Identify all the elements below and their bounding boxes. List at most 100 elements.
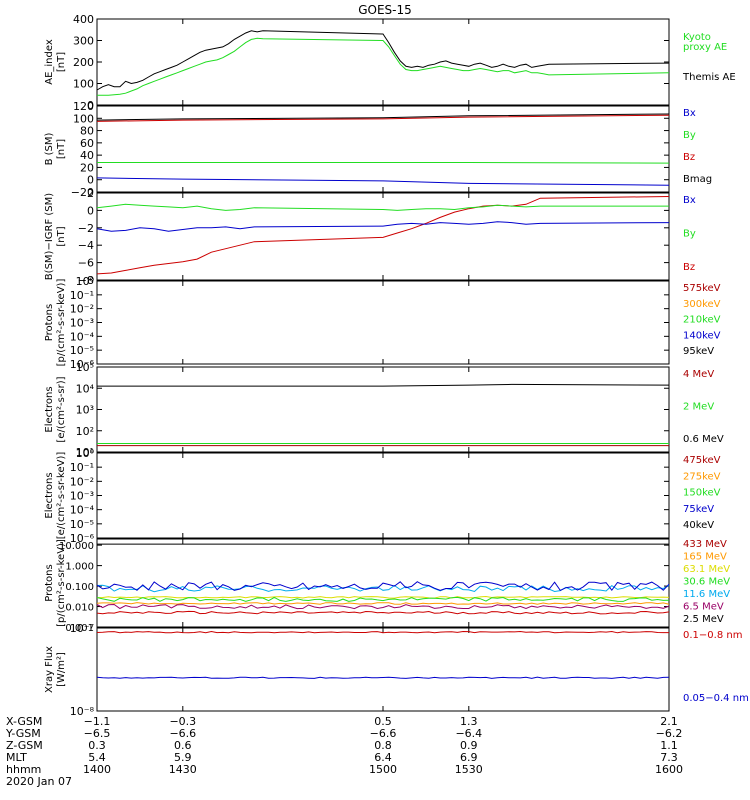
legend-label-protons_mev: 6.5 MeV [683,602,724,613]
ytick-label-electrons_mev: 10⁵ [76,361,94,374]
ylabel-electrons_kev: [e/(cm²-s-sr-keV)] [56,452,67,540]
ytick-label-xray: 10⁻⁸ [70,705,95,718]
xaxis-row-value: −0.3 [169,715,196,728]
ytick-label-bsm: 40 [80,149,94,162]
legend-label-electrons_kev: 75keV [683,504,714,515]
legend-label-electrons_kev: 40keV [683,520,714,531]
series-line-bsm [96,113,670,121]
xaxis-row-value: 0.6 [174,739,192,752]
xaxis-row-value: 7.3 [660,751,678,764]
legend-label-protons_low: 210keV [683,315,721,326]
ytick-label-xray: 10⁻⁷ [70,622,94,635]
legend-label-bigrf: By [683,229,696,240]
ylabel-bsm: B (SM) [44,132,55,165]
xaxis-row-value: −6.5 [84,727,111,740]
panel-frame-xray [96,627,670,712]
legend-label-protons_mev: 2.5 MeV [683,614,724,625]
legend-label-electrons_kev: 150keV [683,488,721,499]
panel-frame-electrons_kev [96,452,670,539]
legend-label-protons_low: 300keV [683,299,721,310]
legend-label-xray: 0.1−0.8 nm [683,630,742,641]
series-line-xray [96,630,669,634]
xaxis-row-value: 1.3 [460,715,478,728]
ytick-label-ae: 200 [73,56,94,69]
series-line-ae [97,37,670,96]
ytick-label-protons_mev: 0.100 [65,582,94,593]
xaxis-row-value: 6.9 [460,751,478,764]
plot-date: 2020 Jan 07 [6,775,72,788]
ytick-label-protons_low: 10⁻⁵ [70,344,94,357]
xaxis-row-value: 0.3 [88,739,106,752]
xaxis-row-value: −1.1 [84,715,111,728]
ytick-label-bsm: 60 [80,137,94,150]
legend-label-electrons_mev: 0.6 MeV [683,434,724,445]
ytick-label-protons_low: 10⁰ [76,275,95,288]
ytick-label-bsm: 0 [87,174,94,187]
series-line-bsm [97,162,670,164]
ylabel-bigrf: [nT] [56,226,67,246]
ytick-label-ae: 0 [87,99,94,112]
xaxis-row-value: 0.5 [374,715,392,728]
ytick-label-protons_mev: 1.000 [65,562,94,573]
xaxis-row-value: 1.1 [660,739,678,752]
ytick-label-bigrf: −4 [78,239,94,252]
ylabel-xray: [W/m²] [56,652,67,687]
xaxis-row-value: 1500 [369,763,397,776]
ylabel-bsm: [nT] [56,139,67,159]
ytick-label-electrons_mev: 10⁴ [76,382,95,395]
xaxis-row-value: 1430 [169,763,197,776]
series-line-protons_mev [96,596,670,602]
legend-label-electrons_kev: 475keV [683,455,721,466]
ytick-label-electrons_kev: 10⁻³ [70,490,94,503]
ytick-label-bsm: 20 [80,161,94,174]
ytick-label-bigrf: −8 [78,274,94,287]
ytick-label-electrons_kev: 10⁻⁵ [70,518,94,531]
xaxis-row-value: −6.2 [656,727,683,740]
xaxis-row-value: 1600 [655,763,683,776]
ytick-label-protons_low: 10⁻² [70,303,94,316]
legend-label-bsm: By [683,130,696,141]
series-line-electrons_mev [97,383,670,387]
xaxis-row-value: −6.4 [455,727,482,740]
legend-label-protons_mev: 63.1 MeV [683,564,730,575]
ytick-label-protons_mev: 10.000 [59,541,94,552]
ylabel-protons_low: [p/(cm²-s-sr-keV)] [56,279,67,367]
ylabel-xray: Xray Flux [44,646,55,693]
series-line-bsm [96,177,670,186]
series-line-protons_mev [96,602,670,605]
ytick-label-ae: 100 [73,78,94,91]
legend-label-electrons_kev: 275keV [683,471,721,482]
legend-label-bsm: Bmag [683,174,712,185]
ytick-label-protons_mev: 0.010 [65,603,94,614]
series-line-xray [96,676,670,679]
xaxis-row-value: 1400 [83,763,111,776]
xaxis-row-label: Y-GSM [5,727,41,740]
panel-frame-protons_low [96,280,670,365]
xaxis-row-value: 0.8 [374,739,392,752]
xaxis-row-label: X-GSM [6,715,42,728]
ytick-label-protons_mev: 0.001 [65,623,94,634]
xaxis-row-value: 1530 [455,763,483,776]
ylabel-electrons_mev: Electrons [44,386,55,432]
series-line-protons_mev [96,603,670,610]
series-line-protons_mev [96,581,670,592]
legend-label-protons_mev: 30.6 MeV [683,577,730,588]
ytick-label-bsm: 100 [73,112,94,125]
legend-label-protons_mev: 11.6 MeV [683,589,730,600]
ytick-label-bsm: 120 [73,100,94,113]
ytick-label-ae: 400 [73,13,94,26]
ytick-label-electrons_kev: 10⁰ [76,447,95,460]
legend-label-electrons_mev: 2 MeV [683,402,714,413]
ytick-label-electrons_mev: 10³ [76,404,94,417]
ytick-label-bsm: 80 [80,125,94,138]
ylabel-ae: AE_index [44,39,55,85]
series-line-ae [96,30,670,91]
series-line-bsm [96,114,670,122]
legend-label-protons_mev: 433 MeV [683,539,727,550]
series-line-protons_mev [96,610,670,615]
ytick-label-bsm: −20 [71,186,94,199]
ytick-label-bigrf: 2 [87,187,94,200]
xaxis-row-value: 5.4 [88,751,106,764]
xaxis-row-label: Z-GSM [6,739,43,752]
